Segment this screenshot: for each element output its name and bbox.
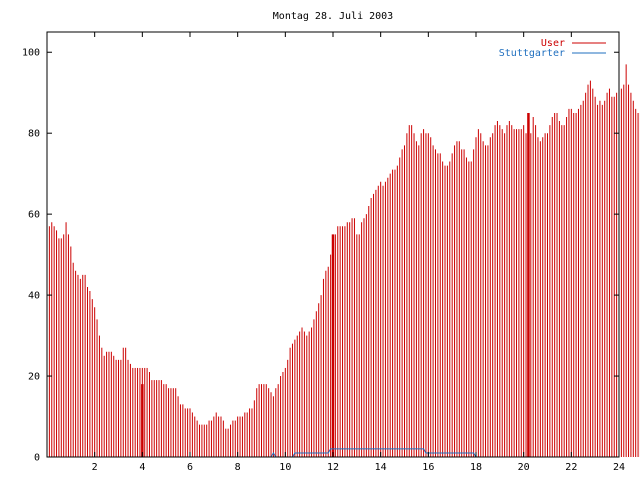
x-tick-label: 2 [92,462,98,473]
stuttgarter-line-layer [47,448,619,458]
x-tick-label: 6 [187,462,193,473]
x-tick-label: 10 [279,462,291,473]
x-tick-label: 8 [235,462,241,473]
x-tick-label: 14 [375,462,387,473]
y-tick-label: 80 [28,129,40,140]
x-tick-label: 24 [613,462,625,473]
user-bars [46,64,640,457]
chart-title: Montag 28. Juli 2003 [273,11,393,22]
legend-stuttgarter-label: Stuttgarter [499,48,565,59]
y-tick-label: 100 [22,48,40,59]
x-tick-label: 22 [565,462,577,473]
legend: User Stuttgarter [499,38,606,59]
stuttgarter-line [47,448,619,458]
legend-user-label: User [541,38,565,49]
x-tick-label: 18 [470,462,482,473]
x-tick-label: 12 [327,462,339,473]
y-tick-label: 60 [28,210,40,221]
y-tick-label: 20 [28,372,40,383]
x-tick-label: 20 [518,462,530,473]
y-tick-label: 40 [28,291,40,302]
x-tick-label: 4 [139,462,145,473]
x-tick-label: 16 [422,462,434,473]
y-tick-label: 0 [34,453,40,464]
